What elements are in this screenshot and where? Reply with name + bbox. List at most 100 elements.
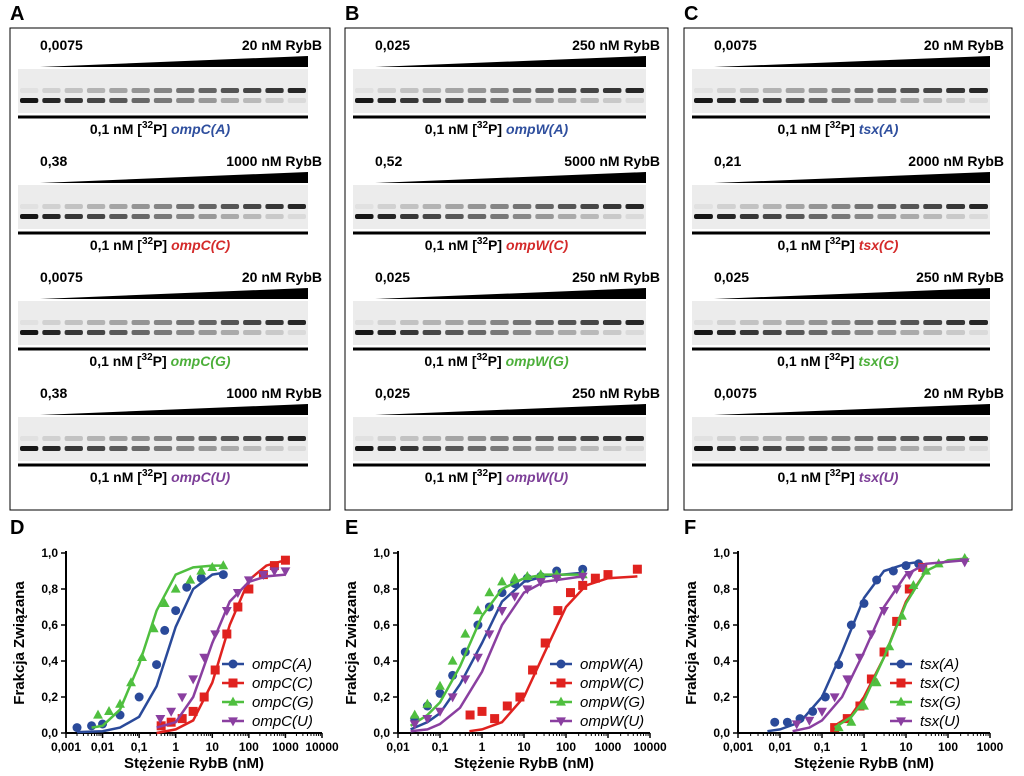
- gel-band: [243, 88, 262, 93]
- gel-band: [445, 446, 464, 451]
- panel-label: E: [345, 517, 358, 539]
- legend-marker: [556, 659, 566, 669]
- point: [188, 675, 199, 685]
- point: [465, 710, 475, 720]
- gradient-wedge: [375, 288, 646, 299]
- gel-band: [923, 88, 943, 93]
- gel-band: [762, 330, 782, 335]
- point: [166, 707, 177, 717]
- legend-label: ompC(C): [252, 675, 313, 692]
- gel-band: [42, 446, 61, 451]
- gel-band: [580, 320, 599, 325]
- gel-band: [467, 88, 487, 93]
- probe-label: 0,1 nM [32P] tsx(U): [778, 468, 899, 485]
- gel-band: [785, 330, 805, 335]
- gel-band: [923, 98, 943, 103]
- legend-marker: [556, 696, 566, 706]
- point: [170, 583, 181, 593]
- gel-band: [557, 214, 577, 219]
- gel-band: [900, 214, 920, 219]
- gel-band: [969, 320, 988, 325]
- gel-band: [762, 436, 782, 441]
- point: [435, 707, 445, 717]
- x-tick-label: 0,01: [768, 740, 792, 754]
- element: P]: [153, 121, 167, 137]
- gel-band: [602, 214, 622, 219]
- y-tick-label: 1,0: [713, 546, 730, 560]
- point: [422, 715, 433, 724]
- gel-band: [877, 330, 897, 335]
- gel-band: [969, 446, 988, 451]
- legend-marker: [556, 717, 566, 727]
- gel-band: [42, 330, 61, 335]
- point: [409, 720, 420, 730]
- gel-band: [512, 436, 532, 441]
- gradient-wedge: [375, 56, 646, 67]
- y-tick-label: 0,6: [713, 618, 730, 632]
- gel-band: [580, 446, 599, 451]
- isotope: 32: [477, 236, 489, 247]
- gel-band: [243, 214, 262, 219]
- gel-band: [535, 204, 554, 209]
- gel-band: [377, 214, 397, 219]
- target: tsx(A): [859, 121, 899, 137]
- point: [834, 660, 844, 670]
- high-conc: 20 nM RybB: [924, 385, 1004, 401]
- gel-band: [377, 436, 397, 441]
- gel-band: [512, 320, 532, 325]
- gel-band: [243, 98, 262, 103]
- element: P]: [153, 237, 167, 253]
- gel-band: [131, 330, 150, 335]
- gel-band: [808, 320, 828, 325]
- gel-band: [716, 98, 736, 103]
- y-axis-title: Frakcja Związana: [343, 581, 360, 705]
- gel-band: [535, 446, 554, 451]
- gel-band: [86, 214, 106, 219]
- point: [199, 653, 210, 663]
- x-tick-label: 1: [172, 740, 179, 754]
- gel-band: [20, 88, 39, 93]
- point: [804, 716, 815, 726]
- gel-band: [287, 320, 306, 325]
- gel-band: [490, 88, 509, 93]
- gel-band: [877, 436, 897, 441]
- gel-band: [557, 446, 577, 451]
- y-tick-label: 0,8: [713, 582, 730, 596]
- gel-band: [176, 204, 195, 209]
- point: [222, 629, 232, 639]
- low-conc: 0,38: [40, 385, 67, 401]
- gel-band: [220, 446, 240, 451]
- element: P]: [841, 121, 855, 137]
- gel-band: [580, 330, 599, 335]
- gel-band: [625, 204, 644, 209]
- gel-band: [969, 204, 988, 209]
- gel-band: [694, 98, 713, 103]
- point: [770, 717, 780, 727]
- gel-band: [422, 214, 442, 219]
- low-conc: 0,025: [375, 385, 410, 401]
- point: [829, 693, 840, 703]
- point: [218, 570, 228, 580]
- gel-band: [923, 436, 943, 441]
- probe-text: 0,1 nM [: [90, 121, 142, 137]
- gel-band: [490, 204, 509, 209]
- point: [134, 692, 144, 702]
- gel-band: [831, 446, 851, 451]
- high-conc: 5000 nM RybB: [564, 153, 660, 169]
- probe-text: 0,1 nM [: [90, 237, 142, 253]
- gel-band: [243, 204, 262, 209]
- gel-band: [131, 320, 150, 325]
- gel-band: [969, 88, 988, 93]
- gel-band: [969, 330, 988, 335]
- gel-band: [198, 330, 217, 335]
- gel-band: [762, 204, 782, 209]
- gel-band: [355, 436, 374, 441]
- gel-band: [694, 214, 713, 219]
- gel-band: [265, 98, 284, 103]
- x-tick-label: 0,001: [51, 740, 81, 754]
- probe-label: 0,1 nM [32P] ompW(G): [424, 352, 569, 369]
- gel-band: [86, 446, 106, 451]
- gel-band: [445, 98, 464, 103]
- gel-band: [64, 330, 83, 335]
- gradient-wedge: [714, 404, 990, 415]
